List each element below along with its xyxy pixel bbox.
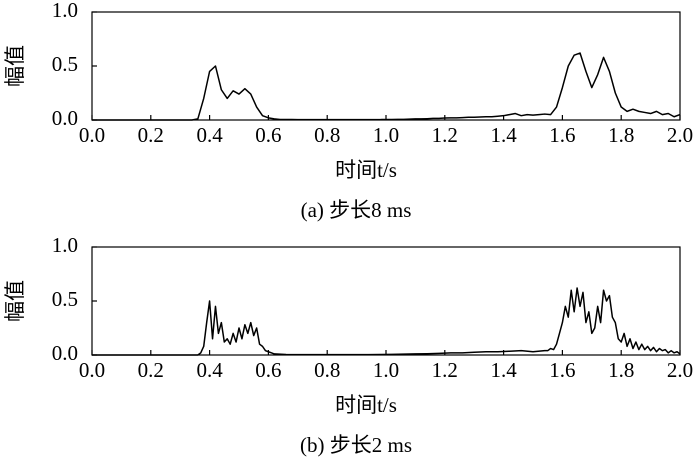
x-tick-label: 0.0 bbox=[79, 358, 105, 382]
x-tick-label: 0.0 bbox=[79, 123, 105, 147]
x-tick-label: 1.4 bbox=[490, 358, 517, 382]
y-tick-label: 1.0 bbox=[52, 233, 78, 257]
x-tick-label: 0.6 bbox=[255, 123, 281, 147]
x-tick-label: 1.8 bbox=[608, 123, 634, 147]
x-tick-label: 1.0 bbox=[373, 358, 399, 382]
y-axis-label: 幅值 bbox=[3, 45, 27, 87]
x-tick-label: 1.6 bbox=[549, 123, 575, 147]
data-line bbox=[92, 287, 681, 356]
y-tick-label: 0.0 bbox=[52, 106, 78, 130]
plot-frame bbox=[91, 246, 681, 356]
x-tick-label: 0.8 bbox=[314, 358, 340, 382]
x-tick-label: 2.0 bbox=[667, 358, 693, 382]
x-axis-label: 时间t/s bbox=[335, 158, 397, 182]
x-tick-label: 1.2 bbox=[432, 358, 458, 382]
y-axis-label: 幅值 bbox=[3, 280, 27, 322]
x-tick-label: 1.6 bbox=[549, 358, 575, 382]
plot-frame bbox=[91, 11, 681, 121]
x-tick-label: 1.2 bbox=[432, 123, 458, 147]
x-tick-label: 0.6 bbox=[255, 358, 281, 382]
x-tick-label: 1.4 bbox=[490, 123, 517, 147]
x-tick-label: 0.2 bbox=[138, 358, 164, 382]
y-tick-label: 0.5 bbox=[52, 287, 78, 311]
caption: (b) 步长2 ms bbox=[300, 433, 412, 457]
x-tick-label: 1.0 bbox=[373, 123, 399, 147]
y-tick-label: 0.0 bbox=[52, 341, 78, 365]
x-tick-label: 0.8 bbox=[314, 123, 340, 147]
caption: (a) 步长8 ms bbox=[301, 198, 412, 222]
x-tick-label: 0.4 bbox=[196, 123, 223, 147]
x-tick-label: 0.2 bbox=[138, 123, 164, 147]
data-line bbox=[92, 52, 681, 121]
y-tick-label: 1.0 bbox=[52, 0, 78, 22]
x-tick-label: 1.8 bbox=[608, 358, 634, 382]
x-axis-label: 时间t/s bbox=[335, 393, 397, 417]
x-tick-label: 0.4 bbox=[196, 358, 223, 382]
x-tick-label: 2.0 bbox=[667, 123, 693, 147]
y-tick-label: 0.5 bbox=[52, 52, 78, 76]
